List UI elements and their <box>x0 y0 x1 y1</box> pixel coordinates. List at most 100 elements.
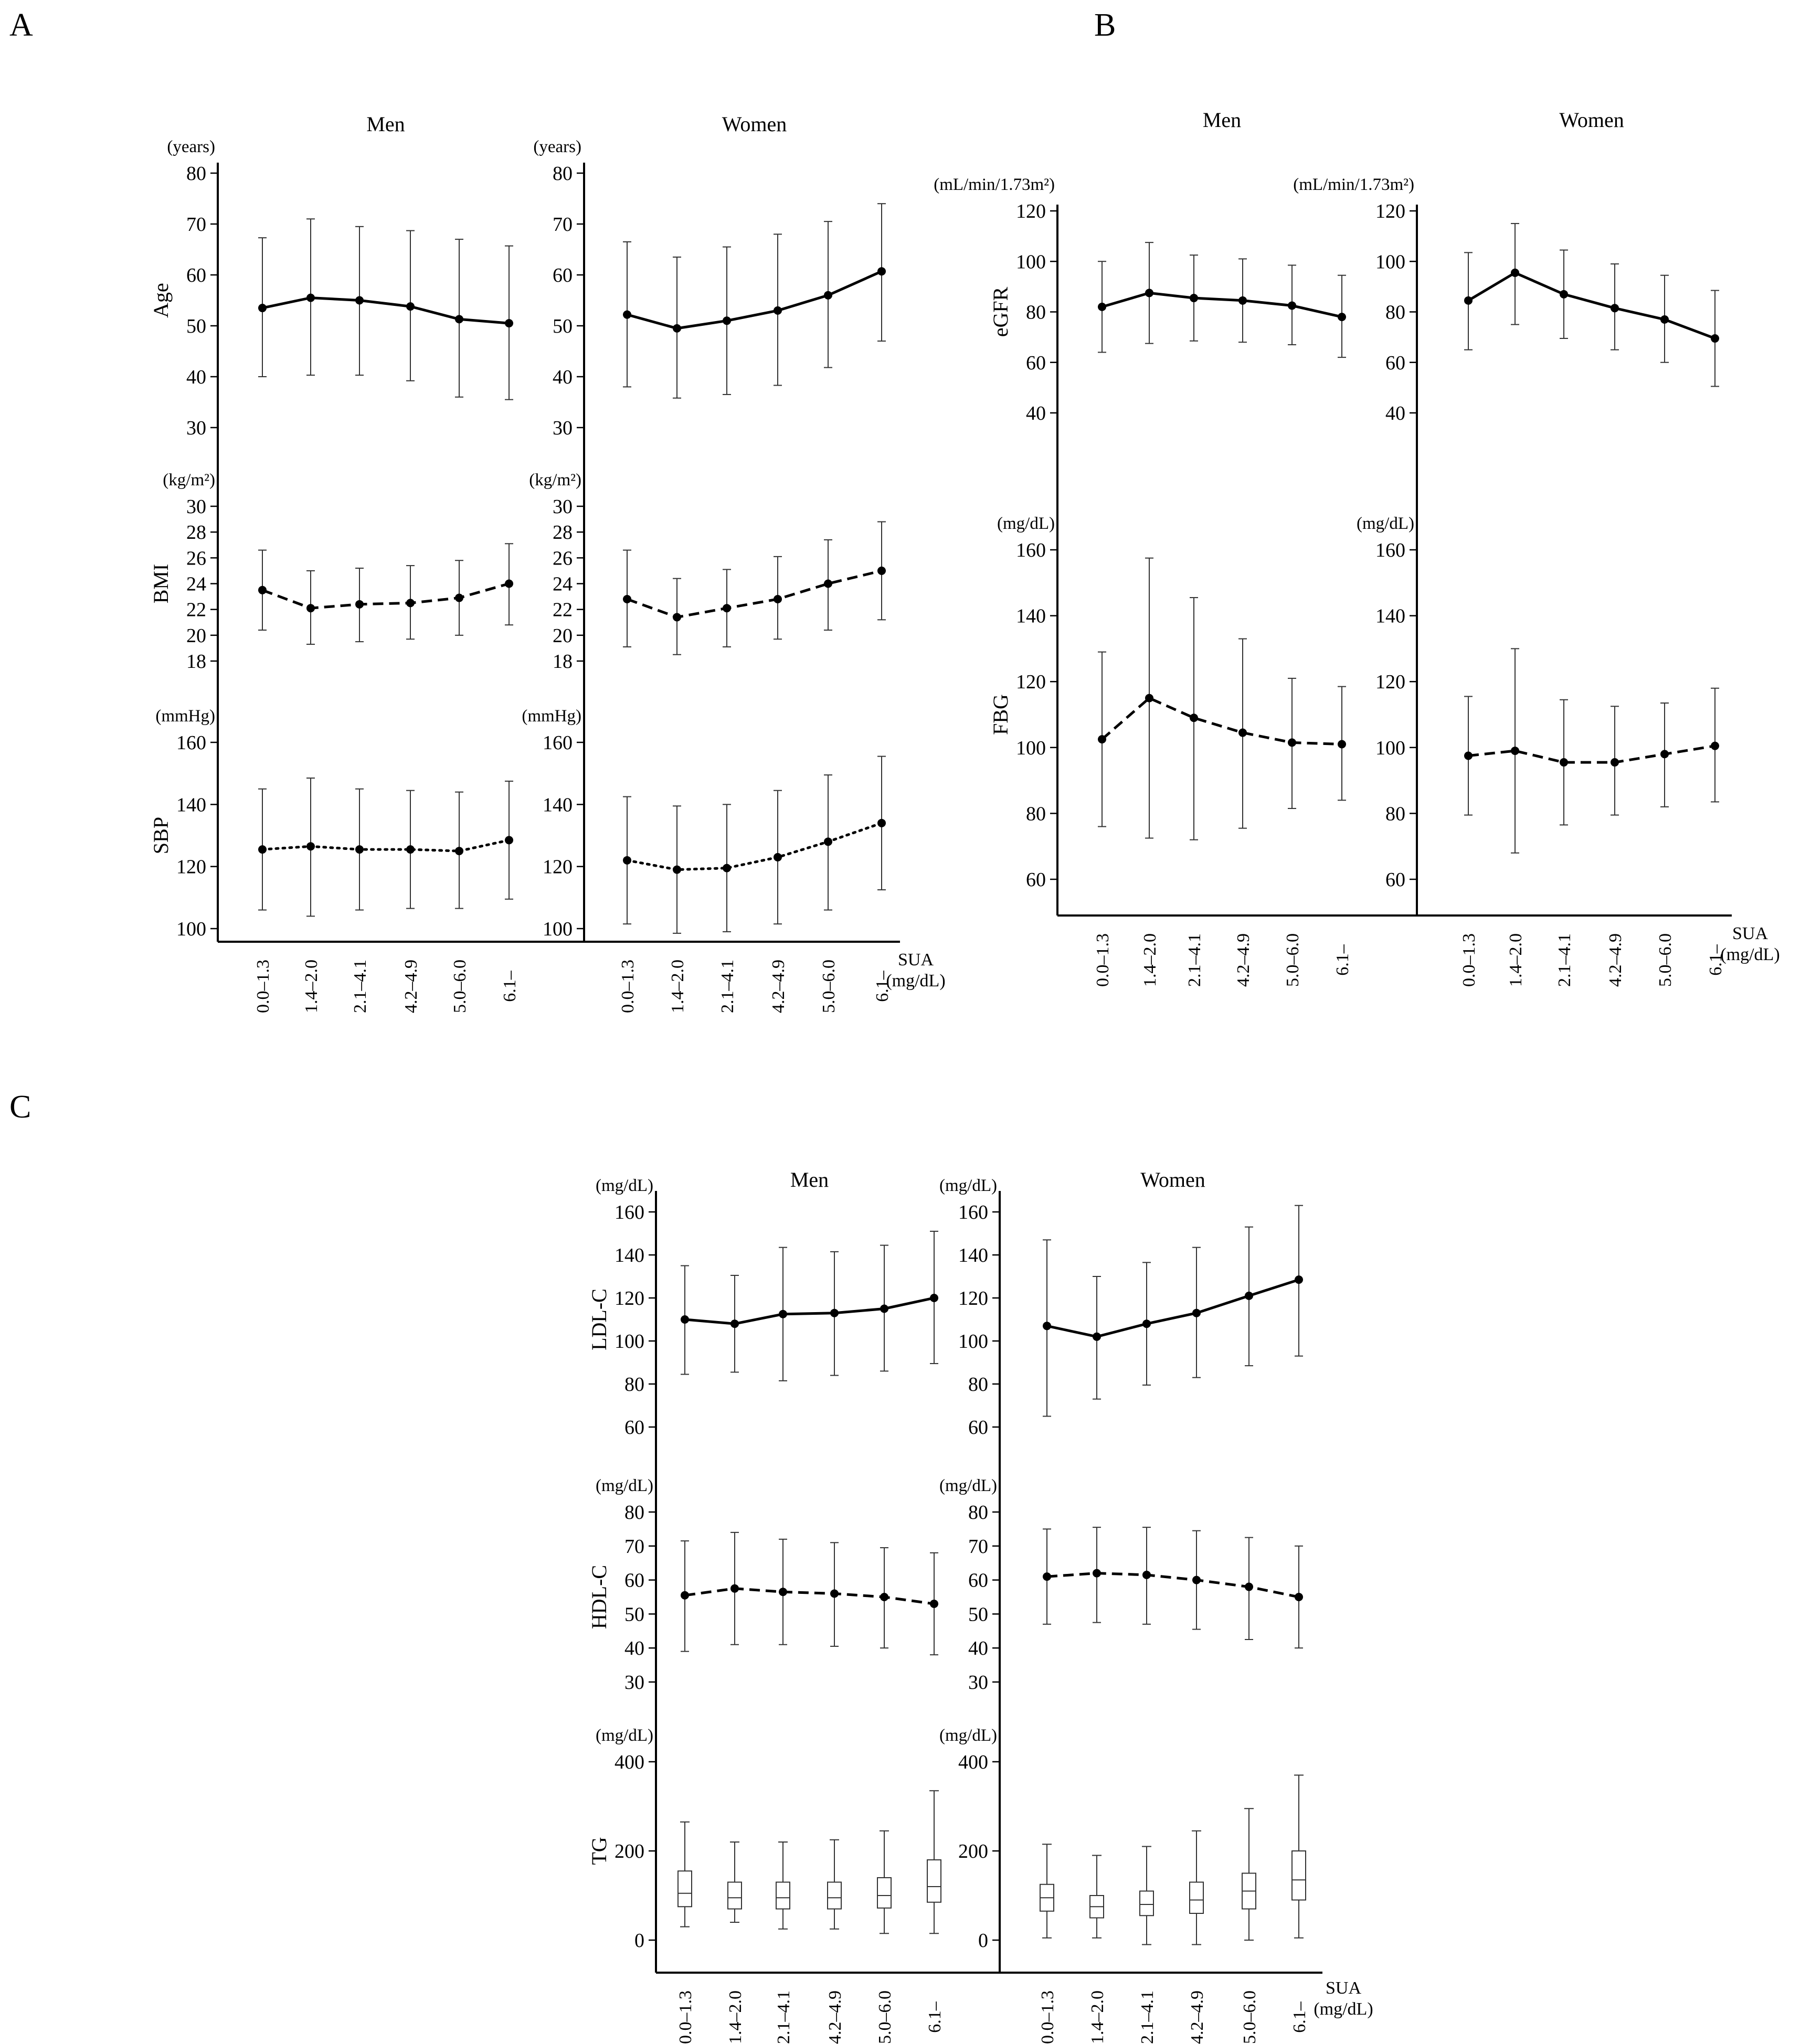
y-tick-label: 30 <box>553 417 573 439</box>
data-point <box>1142 1570 1151 1579</box>
box-iqr <box>1189 1881 1204 1914</box>
data-point <box>824 837 832 846</box>
data-point <box>406 302 415 311</box>
data-point <box>1288 301 1296 310</box>
series-line-ldl-men <box>684 1296 935 1325</box>
variable-label-tg: TG <box>587 1837 611 1865</box>
data-point <box>623 856 631 865</box>
y-tick-label: 160 <box>543 732 573 754</box>
y-tick-label: 160 <box>958 1201 988 1223</box>
y-tick-label: 30 <box>968 1672 988 1694</box>
y-tick-label: 200 <box>958 1840 988 1862</box>
data-point <box>1238 296 1247 305</box>
x-category-label: 0.0–1.3 <box>676 1990 695 2044</box>
y-tick-label: 22 <box>553 599 573 621</box>
data-point <box>1145 694 1153 702</box>
y-tick-label: 40 <box>553 366 573 388</box>
y-tick-label: 100 <box>1375 737 1405 759</box>
data-point <box>1660 750 1669 759</box>
y-tick-label: 80 <box>968 1502 988 1524</box>
data-point <box>1098 735 1106 744</box>
data-point <box>258 845 267 854</box>
y-tick-label: 60 <box>1385 352 1405 374</box>
data-point <box>1464 296 1473 305</box>
y-tick-label: 120 <box>615 1287 644 1310</box>
y-tick-label: 160 <box>1016 539 1046 561</box>
x-axis-title: SUA <box>1326 1978 1361 1998</box>
x-axis-title: SUA <box>898 950 934 970</box>
y-tick-label: 30 <box>186 417 206 439</box>
x-category-label: 6.1– <box>1333 944 1352 976</box>
x-category-label: 4.2–4.9 <box>1234 933 1253 987</box>
series-line-egfr-women <box>1467 271 1715 340</box>
y-tick-label: 60 <box>968 1417 988 1439</box>
data-point <box>824 291 832 300</box>
data-point <box>877 267 886 276</box>
data-point <box>1093 1569 1101 1578</box>
panel-label-b: B <box>1094 7 1116 43</box>
y-tick-label: 0 <box>978 1930 988 1952</box>
series-line-ldl-women <box>1046 1278 1299 1338</box>
data-point <box>673 865 681 874</box>
y-tick-label: 22 <box>186 599 206 621</box>
data-point <box>774 853 782 861</box>
series-line-bmi-women <box>627 569 882 619</box>
y-tick-label: 70 <box>186 214 206 236</box>
data-point <box>1043 1322 1051 1330</box>
group-label-men: Men <box>366 112 405 136</box>
y-tick-label: 80 <box>553 163 573 185</box>
x-category-label: 5.0–6.0 <box>875 1990 895 2044</box>
y-tick-label: 140 <box>543 794 573 816</box>
series-line-hdl-men <box>684 1587 935 1605</box>
y-tick-label: 80 <box>1385 302 1405 324</box>
y-tick-label: 80 <box>624 1502 644 1524</box>
y-tick-label: 60 <box>624 1417 644 1439</box>
x-category-label: 5.0–6.0 <box>1656 933 1675 987</box>
y-tick-label: 140 <box>176 794 206 816</box>
series-line-fbg-women <box>1468 744 1715 764</box>
y-tick-label: 120 <box>1375 671 1405 693</box>
x-category-label: 5.0–6.0 <box>1240 1990 1259 2044</box>
y-tick-label: 140 <box>1375 605 1405 627</box>
unit-label-ldl: (mg/dL) <box>939 1176 997 1195</box>
data-point <box>774 306 782 315</box>
x-category-label: 5.0–6.0 <box>819 960 839 1013</box>
unit-label-tg: (mg/dL) <box>939 1726 997 1745</box>
data-point <box>1660 315 1669 324</box>
x-category-label: 1.4–2.0 <box>1506 933 1526 987</box>
y-tick-label: 28 <box>553 521 573 544</box>
group-label-women: Women <box>1140 1168 1205 1191</box>
data-point <box>1511 747 1519 755</box>
data-point <box>930 1294 938 1302</box>
y-tick-label: 80 <box>968 1374 988 1396</box>
y-tick-label: 30 <box>624 1672 644 1694</box>
x-category-label: 5.0–6.0 <box>1283 933 1302 987</box>
variable-label-age: Age <box>149 283 173 318</box>
panel-label-c: C <box>9 1089 31 1125</box>
x-category-label: 4.2–4.9 <box>825 1990 845 2044</box>
y-tick-label: 70 <box>968 1536 988 1558</box>
x-axis-title: SUA <box>1732 924 1768 943</box>
y-tick-label: 80 <box>624 1374 644 1396</box>
data-point <box>505 319 513 328</box>
data-point <box>406 599 415 608</box>
y-tick-label: 26 <box>186 547 206 569</box>
y-tick-label: 80 <box>186 163 206 185</box>
data-point <box>1192 1308 1201 1317</box>
data-point <box>830 1589 839 1598</box>
data-point <box>730 1319 739 1328</box>
y-tick-label: 40 <box>186 366 206 388</box>
x-axis-unit: (mg/dL) <box>1720 945 1780 964</box>
y-tick-label: 400 <box>615 1751 644 1773</box>
data-point <box>1611 758 1619 767</box>
data-point <box>1288 738 1296 747</box>
x-category-label: 0.0–1.3 <box>1459 933 1479 987</box>
x-category-label: 4.2–4.9 <box>769 960 788 1013</box>
data-point <box>1711 741 1719 750</box>
x-category-label: 2.1–4.1 <box>1138 1990 1157 2044</box>
data-point <box>455 593 463 602</box>
data-point <box>1093 1332 1101 1341</box>
y-tick-label: 30 <box>186 496 206 518</box>
box-iqr <box>927 1859 941 1903</box>
